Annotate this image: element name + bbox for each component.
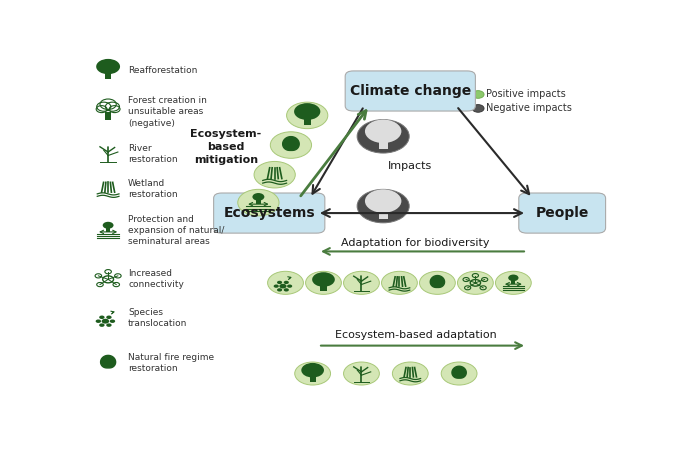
- Circle shape: [365, 120, 401, 143]
- Text: Adaptation for biodiversity: Adaptation for biodiversity: [342, 238, 490, 248]
- Circle shape: [284, 281, 289, 284]
- Text: Negative impacts: Negative impacts: [486, 103, 572, 113]
- Polygon shape: [101, 356, 116, 368]
- Circle shape: [238, 189, 279, 216]
- Bar: [256, 199, 261, 204]
- Circle shape: [270, 132, 312, 158]
- Circle shape: [472, 105, 484, 112]
- Text: River
restoration: River restoration: [128, 144, 178, 164]
- Circle shape: [365, 189, 401, 213]
- Circle shape: [295, 362, 330, 385]
- Circle shape: [110, 319, 116, 323]
- Circle shape: [277, 281, 282, 284]
- Text: Increased
connectivity: Increased connectivity: [128, 269, 184, 289]
- Bar: [379, 206, 388, 219]
- Circle shape: [286, 102, 328, 129]
- FancyBboxPatch shape: [519, 193, 606, 233]
- Circle shape: [267, 271, 303, 294]
- Circle shape: [393, 362, 428, 385]
- Circle shape: [344, 362, 379, 385]
- Circle shape: [496, 271, 531, 294]
- Circle shape: [312, 272, 335, 287]
- Circle shape: [458, 271, 493, 294]
- Bar: [379, 136, 388, 149]
- Circle shape: [106, 316, 111, 319]
- Bar: [106, 228, 111, 232]
- Text: Protection and
expansion of natural/
seminatural areas: Protection and expansion of natural/ sem…: [128, 215, 225, 246]
- Circle shape: [357, 189, 410, 223]
- Polygon shape: [452, 366, 466, 378]
- Text: Natural fire regime
restoration: Natural fire regime restoration: [128, 353, 214, 373]
- Text: Positive impacts: Positive impacts: [486, 90, 566, 100]
- Circle shape: [106, 323, 111, 327]
- Circle shape: [344, 271, 379, 294]
- Circle shape: [99, 323, 104, 327]
- Circle shape: [306, 271, 342, 294]
- Circle shape: [274, 284, 279, 288]
- Text: Forest creation in
unsuitable areas
(negative): Forest creation in unsuitable areas (neg…: [128, 96, 207, 127]
- Circle shape: [508, 275, 519, 281]
- Circle shape: [253, 193, 265, 201]
- Text: People: People: [536, 206, 589, 220]
- Bar: [304, 116, 311, 125]
- Text: Climate change: Climate change: [350, 84, 471, 98]
- Text: Impacts: Impacts: [389, 161, 433, 171]
- Circle shape: [301, 363, 324, 377]
- Text: Species
translocation: Species translocation: [128, 308, 188, 328]
- Text: Ecosystem-based adaptation: Ecosystem-based adaptation: [335, 330, 496, 340]
- Polygon shape: [283, 137, 299, 150]
- Circle shape: [254, 161, 295, 188]
- Text: Ecosystem-
based
mitigation: Ecosystem- based mitigation: [190, 129, 262, 165]
- Bar: [105, 70, 111, 79]
- Circle shape: [472, 91, 484, 98]
- Circle shape: [284, 288, 289, 292]
- Bar: [511, 280, 515, 284]
- Bar: [321, 283, 327, 291]
- Bar: [309, 374, 316, 382]
- Polygon shape: [430, 275, 444, 288]
- Circle shape: [103, 222, 113, 229]
- Circle shape: [294, 103, 321, 120]
- Text: Wetland
restoration: Wetland restoration: [128, 178, 178, 199]
- FancyBboxPatch shape: [214, 193, 325, 233]
- Circle shape: [102, 319, 109, 323]
- Circle shape: [441, 362, 477, 385]
- Circle shape: [419, 271, 455, 294]
- Circle shape: [96, 59, 120, 74]
- Circle shape: [279, 284, 286, 289]
- Text: Reafforestation: Reafforestation: [128, 66, 197, 75]
- Circle shape: [287, 284, 292, 288]
- Circle shape: [382, 271, 417, 294]
- Circle shape: [277, 288, 282, 292]
- Circle shape: [96, 319, 101, 323]
- Text: Ecosystems: Ecosystems: [223, 206, 315, 220]
- Bar: [106, 112, 111, 120]
- Circle shape: [357, 120, 410, 153]
- FancyBboxPatch shape: [345, 71, 475, 111]
- Circle shape: [99, 316, 104, 319]
